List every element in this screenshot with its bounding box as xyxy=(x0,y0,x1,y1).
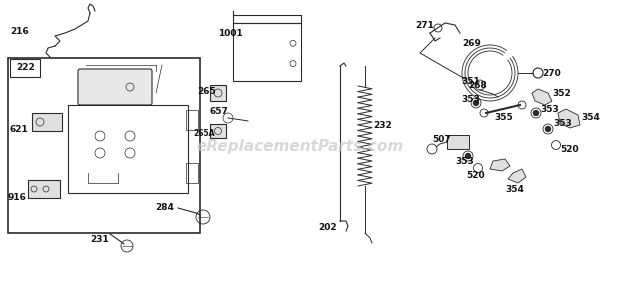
Bar xyxy=(186,163,198,183)
Circle shape xyxy=(466,154,471,159)
Circle shape xyxy=(474,101,479,105)
Text: 216: 216 xyxy=(10,26,29,36)
Text: 202: 202 xyxy=(318,224,337,232)
Text: 265: 265 xyxy=(197,86,216,95)
Polygon shape xyxy=(532,89,552,105)
Text: 354: 354 xyxy=(505,185,524,194)
Bar xyxy=(233,23,301,81)
Text: 1001: 1001 xyxy=(218,29,243,38)
Text: 231: 231 xyxy=(90,235,108,244)
FancyBboxPatch shape xyxy=(78,69,152,105)
Bar xyxy=(68,105,188,193)
Text: 222: 222 xyxy=(16,64,35,73)
Text: 270: 270 xyxy=(542,70,560,79)
Text: eReplacementParts.com: eReplacementParts.com xyxy=(197,138,404,154)
Polygon shape xyxy=(490,159,510,171)
Text: 355: 355 xyxy=(494,113,513,123)
Bar xyxy=(8,58,200,233)
FancyBboxPatch shape xyxy=(10,59,40,77)
Text: 265A: 265A xyxy=(193,129,215,138)
Text: 353: 353 xyxy=(540,104,559,113)
Bar xyxy=(186,110,198,130)
Text: 351: 351 xyxy=(461,76,480,85)
Bar xyxy=(447,135,469,149)
Text: 232: 232 xyxy=(373,122,392,131)
Text: 354: 354 xyxy=(581,113,600,122)
Bar xyxy=(210,124,226,138)
Polygon shape xyxy=(508,169,526,183)
Bar xyxy=(210,85,226,101)
Text: 916: 916 xyxy=(8,193,27,201)
Bar xyxy=(28,180,60,198)
Circle shape xyxy=(533,110,539,116)
Text: 353: 353 xyxy=(455,157,474,166)
Text: 268: 268 xyxy=(468,80,487,89)
Text: 284: 284 xyxy=(155,203,174,213)
Polygon shape xyxy=(558,109,580,128)
Text: 352: 352 xyxy=(552,88,571,98)
Bar xyxy=(32,113,62,131)
Text: 621: 621 xyxy=(10,125,29,134)
Text: 269: 269 xyxy=(462,39,481,48)
Text: 507: 507 xyxy=(432,135,451,144)
Text: 353: 353 xyxy=(553,119,572,129)
Circle shape xyxy=(546,126,551,132)
Text: 520: 520 xyxy=(466,170,485,179)
Text: 353: 353 xyxy=(461,95,480,104)
Text: 657: 657 xyxy=(210,107,229,116)
Text: 271: 271 xyxy=(415,20,434,29)
Text: 520: 520 xyxy=(560,144,578,154)
